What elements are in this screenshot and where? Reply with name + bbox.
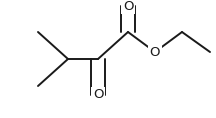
Text: O: O [123,0,133,13]
Text: O: O [150,46,160,59]
Text: O: O [93,88,103,101]
